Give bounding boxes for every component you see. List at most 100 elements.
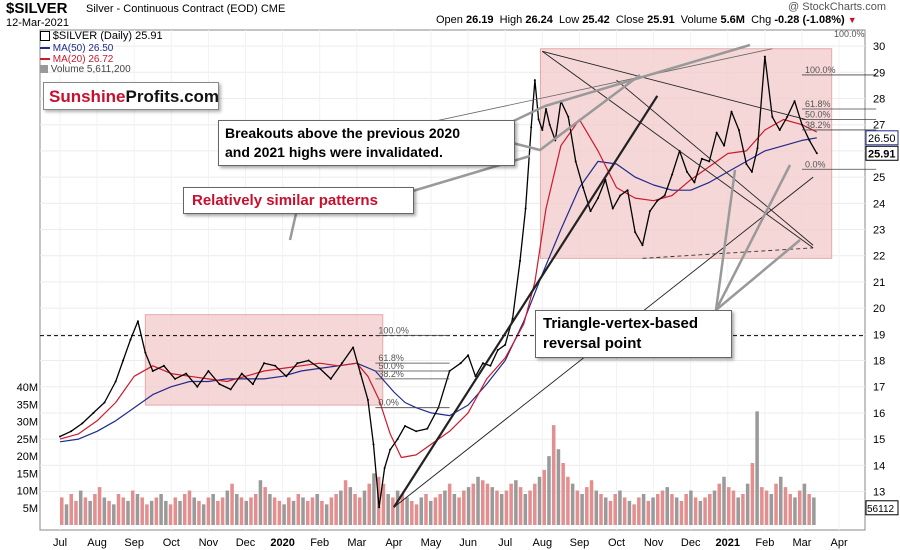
volume-tick-label: 10M (17, 486, 38, 498)
fib-2021-label: 38.2% (805, 120, 831, 130)
volume-bar (769, 494, 774, 525)
price-point (174, 377, 177, 380)
volume-bar (646, 500, 651, 525)
ma50-price-box (865, 130, 899, 146)
open-value: 26.19 (465, 14, 494, 26)
x-tick-label: Aug (533, 537, 553, 549)
breakouts-line-2: and 2021 highs were invalidated. (225, 144, 443, 160)
volume-bar (168, 504, 173, 525)
last-price-box (865, 145, 899, 161)
volume-bar (391, 497, 395, 525)
chg-label: Chg (751, 14, 772, 26)
price-point (663, 194, 666, 197)
volume-bar (201, 504, 206, 525)
volume-bar (504, 490, 509, 525)
x-tick-label: Mar (793, 537, 812, 549)
legend-price: $SILVER (Daily) 25.91 (40, 30, 163, 42)
volume-bar (783, 487, 788, 525)
volume-bar (480, 480, 485, 525)
price-point (619, 194, 622, 197)
triangle-line-left (616, 79, 814, 246)
volume-bar (178, 500, 182, 525)
resistance-line-top (542, 50, 806, 120)
fib-2021-label: 100.0% (805, 65, 836, 75)
volume-tick-label: 30M (17, 417, 38, 429)
volume-bar (121, 497, 126, 525)
volume-bar (608, 500, 613, 525)
y-tick-label: 24 (873, 198, 885, 210)
volume-bar (334, 494, 338, 525)
price-point (481, 362, 484, 365)
legend-ma20: MA(20) 26.72 (40, 54, 113, 65)
fib-2020-label: 50.0% (378, 361, 404, 371)
x-tick-label: 2021 (716, 537, 740, 549)
ma20-line (59, 118, 818, 459)
price-point (801, 123, 803, 126)
volume-bar (78, 490, 83, 525)
volume-bar (537, 476, 542, 525)
volume-bar (164, 500, 168, 525)
volume-bar (362, 490, 367, 525)
volume-bar (499, 494, 504, 525)
volume-bar (462, 490, 466, 525)
price-point (70, 430, 73, 433)
volume-bar (225, 490, 230, 525)
y-tick-label: 28 (873, 94, 885, 106)
x-tick-label: Nov (644, 537, 664, 549)
price-point (648, 210, 651, 213)
x-tick-label: May (421, 537, 442, 549)
x-tick-label: Nov (199, 537, 219, 549)
volume-bar (797, 490, 802, 525)
price-point (366, 398, 369, 401)
volume-bar (589, 480, 594, 525)
vertex-pointer-c (715, 239, 801, 311)
price-point (359, 372, 362, 375)
volume-bar (433, 497, 438, 525)
x-tick-label: Feb (755, 537, 774, 549)
x-tick-label: Dec (681, 537, 701, 549)
legend-ma50: MA(50) 26.50 (40, 43, 113, 54)
logo-part-1: Sunshine (49, 87, 126, 106)
volume-bar (812, 497, 816, 525)
price-point (723, 144, 726, 147)
volume-bar (689, 490, 693, 525)
price-point (340, 362, 343, 365)
top-100-percent-label: 100.0% (834, 29, 865, 39)
y-tick-label: 15 (873, 434, 885, 446)
volume-bar (575, 490, 580, 525)
chart-description: Silver - Continuous Contract (EOD) CME (86, 3, 285, 15)
price-point (574, 160, 577, 163)
x-tick-label: Apr (385, 537, 402, 549)
legend-ma20-swatch-icon (40, 58, 50, 61)
volume-bar (187, 490, 192, 525)
price-point (582, 186, 585, 189)
volume-bar (126, 500, 130, 525)
volume-bar (235, 494, 239, 525)
exchange-text: CME (260, 3, 286, 15)
volume-bar (140, 497, 144, 525)
low-value: 25.42 (582, 14, 610, 26)
volume-tick-label: 5M (23, 503, 38, 515)
price-point (737, 128, 740, 131)
volume-bar (566, 476, 570, 525)
volume-bar (637, 497, 641, 525)
y-tick-label: 13 (873, 487, 885, 499)
y-tick-label: 27 (873, 120, 885, 132)
fib-2020-label: 61.8% (378, 353, 404, 363)
volume-bar (301, 497, 305, 525)
volume-bar (807, 494, 811, 525)
volume-bar (405, 497, 409, 525)
volume-bar (618, 490, 622, 525)
legend-ma20-text: MA(20) 26.72 (52, 54, 114, 65)
fib-2021-label: 61.8% (805, 99, 831, 109)
price-point (730, 110, 733, 113)
price-point (92, 411, 95, 414)
chg-value: -0.28 (-1.08%) (774, 14, 845, 26)
sunshine-profits-logo: SunshineProfits.com (43, 82, 219, 110)
legend-volume-swatch-icon (40, 65, 48, 74)
volume-bar (774, 483, 778, 525)
volume-tick-label: 35M (17, 399, 38, 411)
x-tick-label: Sep (124, 537, 144, 549)
volume-bar (471, 483, 476, 525)
